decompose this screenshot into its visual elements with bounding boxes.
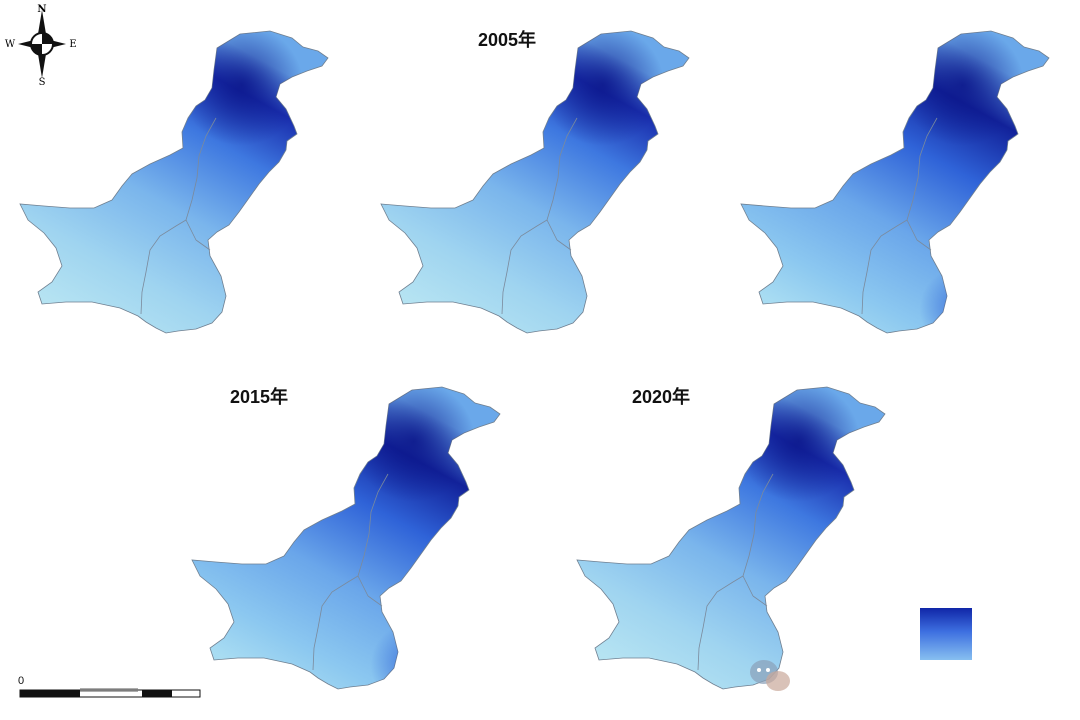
compass-rose: N S E W	[4, 2, 80, 88]
map-panel-4	[172, 356, 512, 696]
chat-watermark-icon	[746, 654, 796, 696]
legend-color-ramp	[920, 608, 972, 660]
scale-zero-label: 0	[18, 675, 24, 687]
map-panel-3	[721, 0, 1061, 340]
scale-bar: 0	[16, 672, 206, 702]
panel-5-year-label: 2020年	[632, 387, 691, 407]
compass-w: W	[5, 39, 16, 50]
compass-n: N	[37, 4, 46, 15]
compass-s: S	[39, 77, 46, 86]
map-panel-1	[0, 0, 340, 340]
panel-2-year-label: 2005年	[478, 30, 537, 50]
panel-4-year-label: 2015年	[230, 387, 289, 407]
map-panel-5	[557, 356, 897, 696]
compass-e: E	[69, 39, 76, 50]
